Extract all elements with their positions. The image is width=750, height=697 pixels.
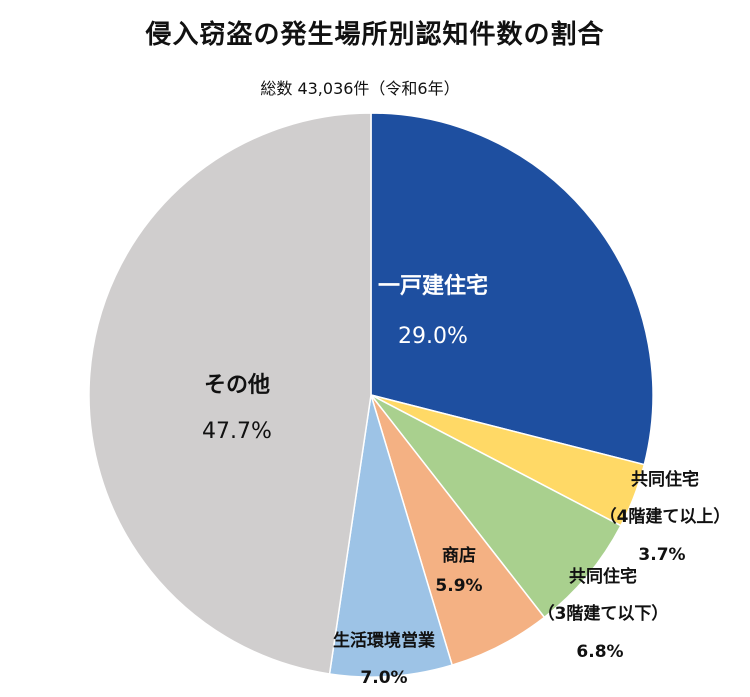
- slice-category-label: 商店: [442, 545, 476, 566]
- slice-value-label: 3.7%: [638, 545, 685, 565]
- slice-value-label: 5.9%: [435, 576, 482, 596]
- pie-slice: [328, 394, 454, 678]
- chart-subtitle: 総数 43,036件（令和6年）: [0, 75, 750, 99]
- slice-value-label: 47.7%: [202, 419, 272, 444]
- slice-category-label: その他: [204, 373, 270, 398]
- pie-slice: [370, 394, 622, 619]
- slice-category-label: 生活環境営業: [333, 630, 435, 651]
- slice-category-label: 一戸建住宅: [378, 273, 488, 299]
- slice-category-label: （3階建て以下）: [538, 603, 669, 624]
- slice-category-label: 共同住宅: [631, 469, 699, 490]
- chart-subtitle-text: 総数 43,036件（令和6年）: [260, 79, 460, 98]
- pie-slices: [88, 112, 654, 678]
- pie-slice: [88, 112, 372, 675]
- slice-value-label: 29.0%: [398, 324, 468, 349]
- slice-category-label: 共同住宅: [569, 566, 637, 587]
- chart-title: 侵入窃盗の発生場所別認知件数の割合: [145, 20, 605, 50]
- pie-slice: [370, 112, 654, 466]
- slice-category-label: （4階建て以上）: [600, 506, 731, 527]
- slice-value-label: 7.0%: [360, 668, 407, 688]
- slice-value-label: 6.8%: [576, 642, 623, 662]
- pie-labels: 一戸建住宅29.0%共同住宅（4階建て以上）3.7%共同住宅（3階建て以下）6.…: [202, 273, 730, 688]
